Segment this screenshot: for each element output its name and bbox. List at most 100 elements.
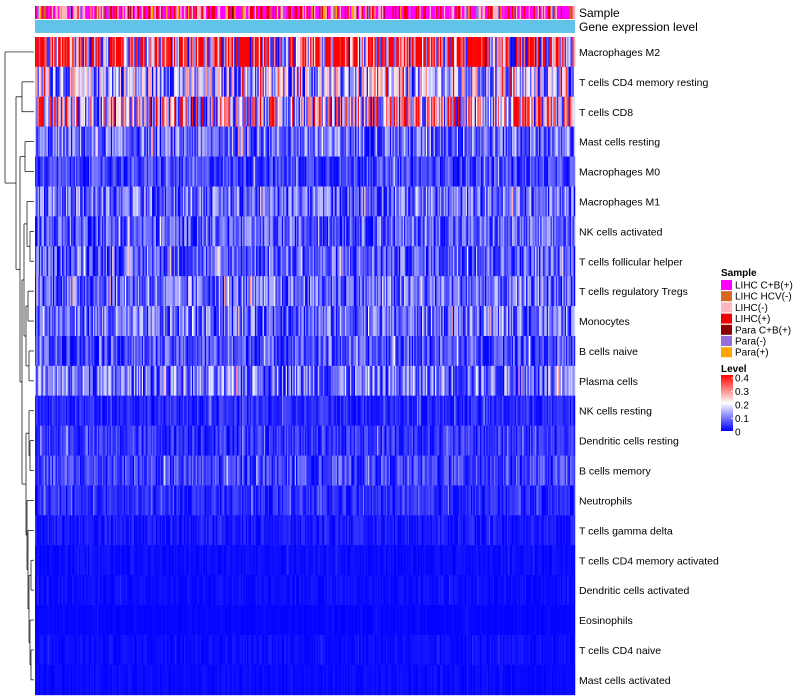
heatmap-cell	[197, 246, 199, 277]
heatmap-cell	[195, 66, 198, 98]
heatmap-cell	[512, 186, 514, 217]
heatmap-cell	[212, 336, 214, 367]
heatmap-cell	[82, 306, 85, 337]
heatmap-cell	[221, 216, 223, 247]
heatmap-cell	[496, 96, 499, 127]
heatmap-cell	[456, 96, 459, 127]
heatmap-cell	[270, 126, 272, 157]
heatmap-cell	[40, 66, 42, 98]
sample-annotation-cell	[451, 6, 454, 19]
heatmap-cell	[276, 37, 279, 68]
heatmap-cell	[360, 336, 362, 367]
heatmap-cell	[465, 216, 468, 247]
heatmap-cell	[477, 276, 479, 307]
heatmap-cell	[67, 156, 69, 187]
heatmap-cell	[154, 306, 157, 337]
heatmap-cell	[488, 306, 491, 337]
heatmap-cell	[523, 96, 526, 127]
heatmap-cell	[559, 66, 562, 98]
sample-annotation-cell	[240, 6, 243, 19]
heatmap-cell	[490, 156, 492, 187]
heatmap-cell	[209, 336, 212, 367]
heatmap-cell	[125, 336, 127, 367]
heatmap-cell	[323, 306, 325, 337]
heatmap-cell	[67, 66, 69, 98]
heatmap-cell	[45, 336, 47, 367]
heatmap-cell	[186, 96, 189, 127]
heatmap-cell	[360, 126, 362, 157]
heatmap-cell	[262, 37, 265, 68]
heatmap-cell	[162, 186, 164, 217]
heatmap-cell	[393, 156, 396, 187]
heatmap-cell	[36, 66, 38, 98]
heatmap-cell	[506, 306, 509, 337]
heatmap-cell	[531, 276, 533, 307]
heatmap-cell	[200, 66, 203, 98]
heatmap-cell	[351, 96, 353, 127]
heatmap-cell	[122, 37, 124, 68]
sample-annotation-cell	[150, 6, 153, 19]
heatmap-cell	[404, 126, 406, 157]
heatmap-cell	[164, 66, 167, 98]
sample-annotation-cell	[82, 6, 85, 19]
heatmap-cell	[401, 306, 403, 337]
heatmap-cell	[274, 276, 276, 307]
heatmap-cell	[558, 96, 560, 127]
heatmap-cell	[392, 246, 394, 277]
heatmap-cell	[314, 156, 316, 187]
heatmap-cell	[433, 216, 436, 247]
heatmap-cell	[197, 96, 199, 127]
heatmap-cell	[92, 216, 95, 247]
heatmap-cell	[157, 336, 159, 367]
heatmap-cell	[422, 156, 424, 187]
heatmap-cell	[107, 216, 109, 247]
heatmap-cell	[266, 126, 268, 157]
heatmap-cell	[274, 96, 276, 127]
heatmap-cell	[451, 126, 454, 157]
heatmap-cell	[337, 156, 339, 187]
sample-annotation-cell	[37, 6, 40, 19]
heatmap-cell	[431, 216, 433, 247]
sample-annotation-cell	[503, 6, 505, 19]
heatmap-cell	[294, 156, 297, 187]
heatmap-cell	[393, 186, 396, 217]
heatmap-cell	[341, 37, 343, 68]
heatmap-cell	[244, 156, 247, 187]
heatmap-cell	[344, 66, 347, 98]
heatmap-cell	[86, 37, 88, 68]
heatmap-cell	[432, 37, 434, 68]
heatmap-cell	[420, 336, 423, 367]
sample-annotation-cell	[118, 6, 121, 19]
heatmap-cell	[519, 276, 522, 307]
heatmap-cell	[85, 336, 87, 367]
heatmap-cell	[218, 276, 221, 307]
heatmap-cell	[101, 276, 104, 307]
heatmap-cell	[45, 246, 47, 277]
heatmap-cell	[479, 186, 482, 217]
heatmap-cell	[118, 336, 121, 367]
heatmap-cell	[60, 246, 63, 277]
heatmap-cell	[289, 126, 292, 157]
heatmap-cell	[238, 276, 240, 307]
heatmap-cell	[157, 216, 159, 247]
heatmap-cell	[44, 246, 46, 277]
heatmap-cell	[248, 306, 250, 337]
heatmap-cell	[450, 216, 452, 247]
heatmap-cell	[59, 186, 61, 217]
heatmap-cell	[319, 66, 321, 98]
heatmap-cell	[302, 126, 304, 157]
heatmap-cell	[105, 156, 108, 187]
heatmap-cell	[514, 216, 517, 247]
sample-annotation-cell	[87, 6, 90, 19]
heatmap-cell	[248, 276, 250, 307]
heatmap-cell	[433, 37, 436, 68]
heatmap-cell	[338, 156, 340, 187]
heatmap-cell	[317, 246, 320, 277]
heatmap-cell	[197, 37, 199, 68]
heatmap-cell	[60, 96, 63, 127]
heatmap-cell	[262, 216, 265, 247]
heatmap-cell	[188, 156, 190, 187]
heatmap-cell	[338, 306, 340, 337]
heatmap-cell	[400, 37, 402, 68]
heatmap-cell	[95, 306, 97, 337]
